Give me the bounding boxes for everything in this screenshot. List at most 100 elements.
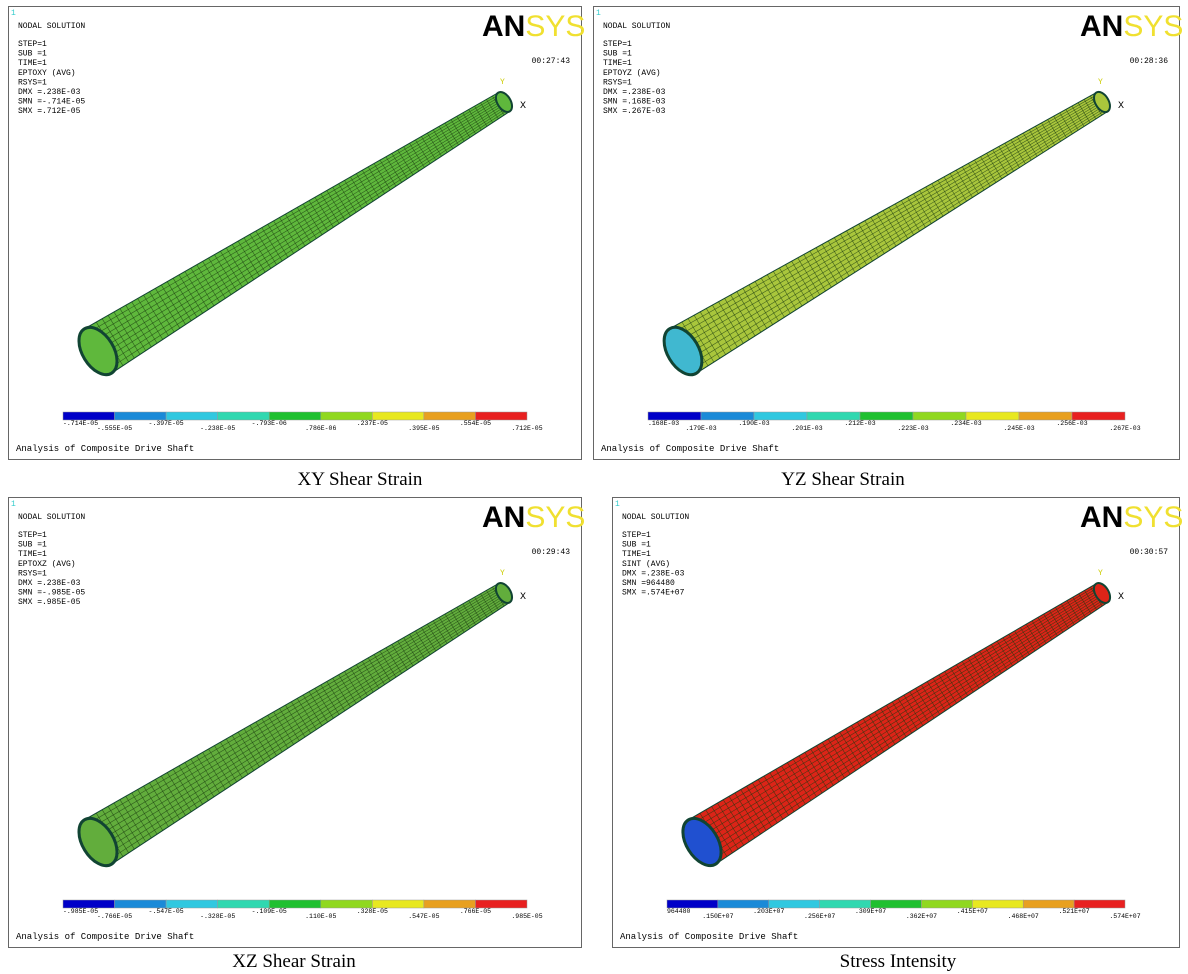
legend-label: .245E-03 (1003, 425, 1034, 432)
legend-label: .201E-03 (791, 425, 822, 432)
info-line: EPTOXY (AVG) (18, 69, 76, 78)
legend-label: -.985E-05 (63, 908, 98, 915)
plot-header: NODAL SOLUTION (603, 22, 670, 31)
info-line: SUB =1 (603, 50, 632, 59)
caption: XZ Shear Strain (232, 951, 356, 972)
legend-label: -.109E-05 (252, 908, 287, 915)
axis-y-label: Y (1098, 78, 1103, 87)
legend-label: .328E-05 (357, 908, 388, 915)
logo-sys: SYS (525, 501, 585, 534)
info-line: SMX =.267E-03 (603, 107, 666, 116)
legend-swatch (769, 900, 820, 908)
axis-y-label: Y (500, 569, 505, 578)
legend-swatch (475, 412, 527, 420)
legend-label: -.238E-05 (200, 425, 235, 432)
legend-label: .712E-05 (511, 425, 542, 432)
info-line: SMN =964480 (622, 579, 675, 588)
info-line: SINT (AVG) (622, 560, 670, 569)
legend-label: -.555E-05 (97, 425, 132, 432)
legend-swatch (63, 412, 115, 420)
window-index: 1 (11, 500, 16, 509)
legend-label: .256E+07 (804, 913, 835, 920)
info-line: DMX =.238E-03 (18, 579, 81, 588)
info-line: STEP=1 (18, 531, 47, 540)
legend-label: .223E-03 (897, 425, 928, 432)
caption: Stress Intensity (840, 951, 957, 972)
legend-label: .574E+07 (1109, 913, 1140, 920)
legend-label: .547E-05 (408, 913, 439, 920)
info-line: RSYS=1 (18, 569, 47, 578)
legend-swatch (972, 900, 1023, 908)
legend-swatch (648, 412, 701, 420)
logo-sys: SYS (1123, 501, 1183, 534)
logo-sys: SYS (1123, 10, 1183, 43)
axis-x-label: X (520, 101, 526, 112)
window-index: 1 (11, 9, 16, 18)
legend-label: .554E-05 (460, 420, 491, 427)
legend-swatch (218, 900, 270, 908)
panel: 1NODAL SOLUTIONSTEP=1SUB =1TIME=1SINT (A… (613, 498, 1184, 948)
legend-label: .150E+07 (702, 913, 733, 920)
legend-swatch (372, 412, 424, 420)
axis-x-label: X (1118, 101, 1124, 112)
legend-swatch (372, 900, 424, 908)
legend-swatch (966, 412, 1019, 420)
ansys-logo: ANSYS (482, 501, 585, 534)
info-line: TIME=1 (603, 59, 632, 68)
timestamp: 00:28:36 (1130, 57, 1169, 66)
info-line: SUB =1 (18, 541, 47, 550)
panel: 1NODAL SOLUTIONSTEP=1SUB =1TIME=1EPTOXZ … (9, 498, 586, 948)
ansys-logo: ANSYS (1080, 501, 1183, 534)
axis-y-label: Y (1098, 569, 1103, 578)
legend-swatch (701, 412, 754, 420)
info-line: STEP=1 (603, 40, 632, 49)
legend-label: .168E-03 (648, 420, 679, 427)
legend-swatch (115, 412, 167, 420)
legend-swatch (321, 900, 373, 908)
timestamp: 00:27:43 (532, 57, 571, 66)
legend-swatch (1072, 412, 1125, 420)
info-line: STEP=1 (622, 531, 651, 540)
legend-swatch (63, 900, 115, 908)
caption: YZ Shear Strain (781, 469, 905, 490)
legend-swatch (921, 900, 972, 908)
info-line: SUB =1 (622, 541, 651, 550)
legend-swatch (1023, 900, 1074, 908)
logo-an: AN (1080, 501, 1123, 534)
footer: Analysis of Composite Drive Shaft (620, 932, 798, 942)
info-line: SMN =-.985E-05 (18, 589, 85, 598)
info-line: STEP=1 (18, 40, 47, 49)
info-line: TIME=1 (18, 550, 47, 559)
legend-swatch (166, 900, 218, 908)
legend-label: .110E-05 (305, 913, 336, 920)
info-line: DMX =.238E-03 (603, 88, 666, 97)
panel: 1NODAL SOLUTIONSTEP=1SUB =1TIME=1EPTOXY … (9, 7, 586, 460)
axis-y-label: Y (500, 78, 505, 87)
legend-label: -.397E-05 (149, 420, 184, 427)
legend-label: -.328E-05 (200, 913, 235, 920)
legend-label: .468E+07 (1008, 913, 1039, 920)
logo-an: AN (1080, 10, 1123, 43)
legend-label: .786E-06 (305, 425, 336, 432)
ansys-logo: ANSYS (482, 10, 585, 43)
legend-swatch (218, 412, 270, 420)
legend-label: -.714E-05 (63, 420, 98, 427)
legend-swatch (424, 900, 476, 908)
plot-header: NODAL SOLUTION (622, 513, 689, 522)
legend-swatch (807, 412, 860, 420)
info-line: DMX =.238E-03 (18, 88, 81, 97)
legend-label: .190E-03 (738, 420, 769, 427)
info-line: SUB =1 (18, 50, 47, 59)
window-index: 1 (615, 500, 620, 509)
logo-an: AN (482, 10, 525, 43)
info-line: SMX =.712E-05 (18, 107, 81, 116)
axis-x-label: X (1118, 592, 1124, 603)
legend-label: .309E+07 (855, 908, 886, 915)
legend-swatch (166, 412, 218, 420)
ansys-logo: ANSYS (1080, 10, 1183, 43)
legend-swatch (718, 900, 769, 908)
legend-label: .267E-03 (1109, 425, 1140, 432)
logo-sys: SYS (525, 10, 585, 43)
legend-label: .985E-05 (511, 913, 542, 920)
info-line: SMX =.985E-05 (18, 598, 81, 607)
